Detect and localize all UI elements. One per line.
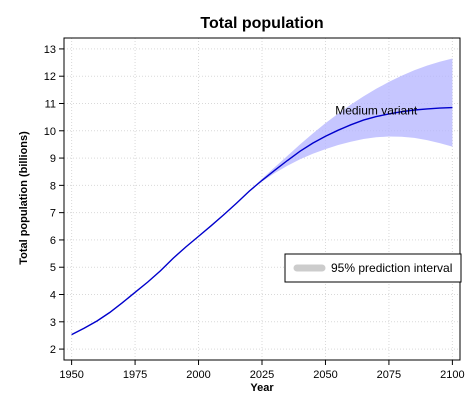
medium-variant-annotation: Medium variant [335, 103, 418, 117]
axis-ticks: 1950 1975 2000 2025 2050 2075 2100 2 3 4 5 6 7 8 9 10 11… [44, 44, 465, 381]
y-axis-title: Total population (billions) [18, 131, 30, 265]
y-tick-label: 5 [50, 262, 56, 274]
prediction-interval-band-group [236, 58, 453, 204]
chart-title: Total population [200, 15, 323, 32]
x-tick-label: 2000 [186, 369, 210, 381]
legend-label: 95% prediction interval [331, 261, 452, 275]
y-tick-label: 11 [45, 98, 56, 110]
x-tick-label: 1975 [123, 369, 147, 381]
y-tick-label: 8 [50, 180, 56, 192]
y-tick-label: 12 [44, 71, 56, 83]
y-tick-label: 6 [50, 235, 56, 247]
x-tick-label: 1950 [59, 369, 83, 381]
x-axis-title: Year [250, 382, 274, 394]
y-tick-label: 10 [44, 126, 56, 138]
y-tick-label: 3 [50, 317, 56, 329]
prediction-interval-band [236, 58, 453, 204]
x-tick-label: 2100 [440, 369, 464, 381]
series-line-group [71, 106, 453, 336]
y-tick-label: 7 [50, 208, 56, 220]
y-tick-label: 13 [44, 44, 56, 56]
legend: 95% prediction interval [284, 253, 462, 283]
y-tick-label: 9 [50, 153, 56, 165]
x-tick-label: 2050 [313, 369, 337, 381]
y-tick-label: 2 [50, 344, 56, 356]
y-tick-label: 4 [50, 290, 56, 302]
x-tick-label: 2025 [250, 369, 274, 381]
medium-variant-line [71, 106, 453, 336]
x-tick-label: 2075 [377, 369, 401, 381]
